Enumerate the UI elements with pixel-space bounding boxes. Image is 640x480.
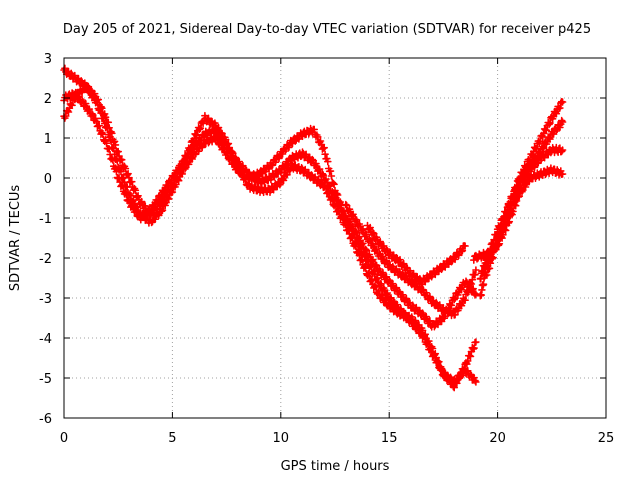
series-markers: [363, 221, 469, 289]
series-track-3: [60, 88, 480, 331]
x-axis-label: GPS time / hours: [281, 459, 390, 474]
y-tick-label: 1: [44, 132, 52, 147]
series-track-5: [363, 221, 469, 289]
grid: [64, 58, 606, 418]
series-track-2: [60, 81, 480, 387]
x-tick-label: 0: [60, 431, 68, 446]
y-tick-label: 0: [44, 172, 52, 187]
series-markers: [60, 88, 480, 331]
series-group: [60, 64, 567, 392]
x-tick-label: 15: [381, 431, 398, 446]
y-tick-label: 2: [44, 92, 52, 107]
axis-ticks: [63, 57, 607, 419]
x-tick-labels: 0 5 10 15 20 25: [60, 431, 614, 446]
y-tick-label: -5: [39, 372, 52, 387]
y-tick-label: -6: [39, 412, 52, 427]
plot-frame: [63, 57, 607, 419]
chart-title: Day 205 of 2021, Sidereal Day-to-day VTE…: [63, 22, 591, 37]
x-tick-label: 25: [598, 431, 615, 446]
y-tick-label: -2: [39, 252, 52, 267]
series-markers: [342, 200, 480, 320]
y-axis-label: SDTVAR / TECUs: [8, 185, 23, 292]
series-markers: [483, 97, 567, 279]
series-track-1: [60, 64, 480, 392]
y-tick-label: 3: [44, 52, 52, 67]
series-track-4: [342, 200, 480, 320]
x-tick-label: 10: [273, 431, 290, 446]
y-tick-label: -4: [39, 332, 52, 347]
y-tick-labels: -6 -5 -4 -3 -2 -1 0 1 2 3: [39, 52, 52, 427]
series-markers: [60, 81, 480, 387]
y-tick-label: -3: [39, 292, 52, 307]
x-tick-label: 5: [168, 431, 176, 446]
x-tick-label: 20: [489, 431, 506, 446]
y-tick-label: -1: [39, 212, 52, 227]
series-track-9: [483, 97, 567, 279]
series-markers: [60, 64, 480, 392]
